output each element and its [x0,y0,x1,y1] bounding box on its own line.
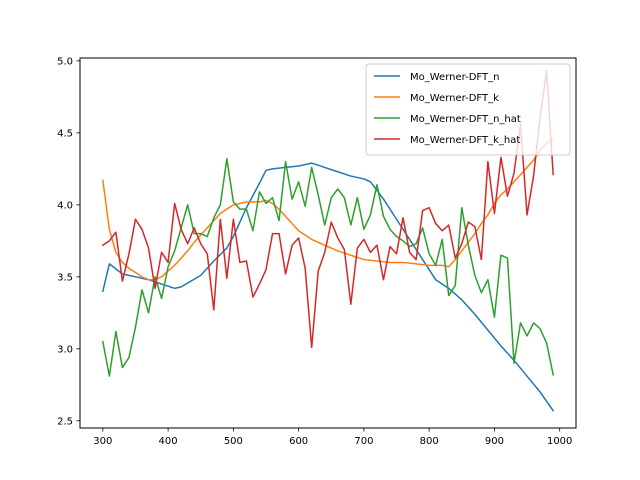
x-tick-label: 900 [485,436,504,447]
series-line-mo-werner-dft-n-hat [101,158,555,377]
y-tick-label: 3.5 [57,272,73,283]
series-line-mo-werner-dft-k-hat [101,70,554,349]
y-tick-label: 4.5 [57,128,73,139]
y-axis: 2.5 3.0 3.5 4.0 4.5 5.0 [57,56,80,427]
x-tick-label: 1000 [547,436,572,447]
x-tick-label: 300 [93,436,112,447]
legend-label: Mo_Werner-DFT_n_hat [410,114,521,125]
legend-label: Mo_Werner-DFT_k_hat [410,135,520,146]
legend: Mo_Werner-DFT_n Mo_Werner-DFT_k Mo_Werner-… [365,63,571,156]
x-tick-label: 500 [224,436,243,447]
x-axis: 300 400 500 600 700 800 900 1000 [93,428,572,447]
x-tick-label: 700 [354,436,373,447]
axes-frame [79,57,577,429]
y-tick-label: 3.0 [57,344,73,355]
y-tick-label: 4.0 [57,200,73,211]
series-line-mo-werner-dft-n [101,162,555,412]
x-tick-label: 400 [159,436,178,447]
x-tick-label: 800 [420,436,439,447]
legend-label: Mo_Werner-DFT_k [410,93,499,104]
legend-label: Mo_Werner-DFT_n [410,72,499,83]
series-layer [101,70,555,412]
y-tick-label: 2.5 [57,416,73,427]
legend-box [365,63,571,156]
y-tick-label: 5.0 [57,56,73,67]
x-tick-label: 600 [289,436,308,447]
